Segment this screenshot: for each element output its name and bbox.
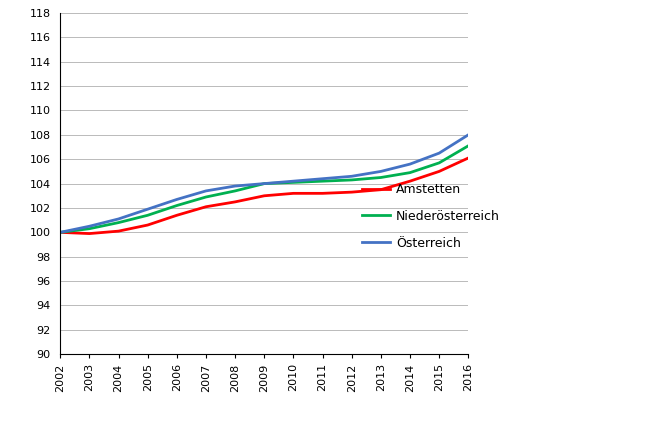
Österreich — [318, 176, 326, 181]
Amstetten — [231, 199, 239, 204]
Amstetten — [290, 191, 298, 196]
Österreich — [114, 216, 122, 222]
Amstetten — [464, 156, 472, 161]
Niederösterreich — [348, 178, 356, 183]
Amstetten — [114, 229, 122, 234]
Österreich — [202, 188, 210, 194]
Niederösterreich — [377, 175, 385, 180]
Niederösterreich — [56, 230, 64, 235]
Österreich — [348, 174, 356, 179]
Österreich — [56, 230, 64, 235]
Niederösterreich — [114, 220, 122, 225]
Niederösterreich — [231, 188, 239, 194]
Line: Niederösterreich: Niederösterreich — [60, 146, 468, 232]
Österreich — [173, 197, 181, 202]
Amstetten — [435, 169, 443, 174]
Niederösterreich — [202, 194, 210, 200]
Amstetten — [56, 230, 64, 235]
Amstetten — [173, 213, 181, 218]
Niederösterreich — [406, 170, 414, 175]
Österreich — [464, 132, 472, 137]
Österreich — [144, 206, 152, 212]
Österreich — [260, 181, 268, 186]
Österreich — [86, 224, 94, 229]
Legend: Amstetten, Niederösterreich, Österreich: Amstetten, Niederösterreich, Österreich — [363, 183, 500, 250]
Amstetten — [348, 190, 356, 195]
Österreich — [435, 150, 443, 156]
Line: Österreich: Österreich — [60, 135, 468, 232]
Niederösterreich — [260, 181, 268, 186]
Amstetten — [318, 191, 326, 196]
Niederösterreich — [144, 213, 152, 218]
Österreich — [406, 162, 414, 167]
Amstetten — [144, 222, 152, 228]
Amstetten — [377, 187, 385, 192]
Österreich — [377, 169, 385, 174]
Amstetten — [406, 178, 414, 184]
Amstetten — [260, 193, 268, 198]
Niederösterreich — [290, 180, 298, 185]
Niederösterreich — [464, 143, 472, 149]
Niederösterreich — [86, 226, 94, 231]
Niederösterreich — [318, 178, 326, 184]
Line: Amstetten: Amstetten — [60, 158, 468, 234]
Niederösterreich — [435, 160, 443, 165]
Amstetten — [202, 204, 210, 210]
Niederösterreich — [173, 203, 181, 208]
Österreich — [290, 178, 298, 184]
Amstetten — [86, 231, 94, 236]
Österreich — [231, 184, 239, 189]
